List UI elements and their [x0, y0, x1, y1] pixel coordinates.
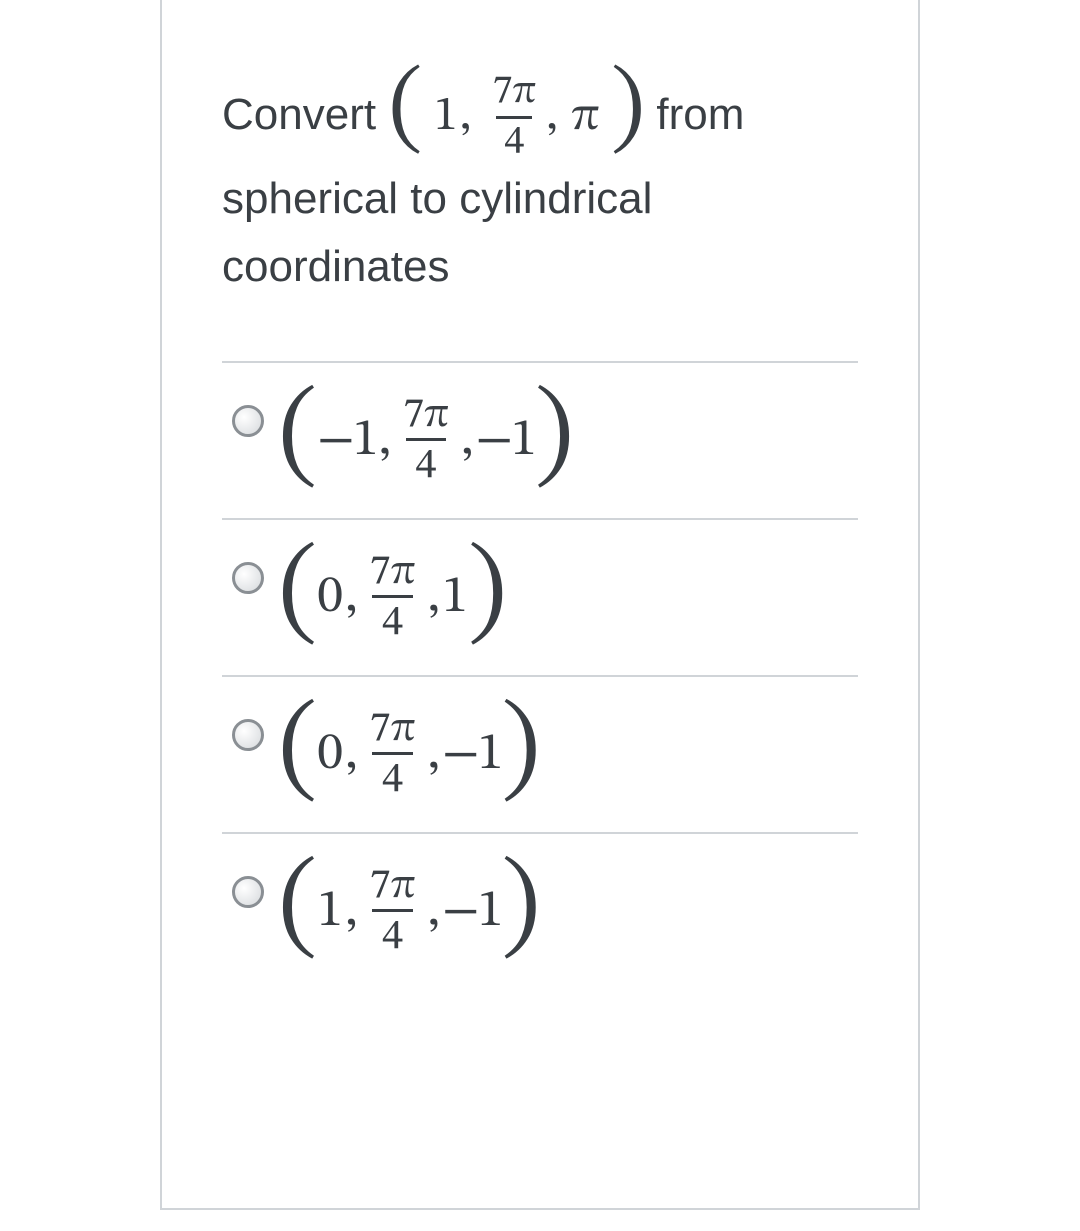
sep: ,	[345, 886, 358, 938]
option-math: ( 0 , 7π 4 , 1 )	[278, 548, 507, 647]
option-math: ( 1 , 7π 4 , −1 )	[278, 862, 541, 961]
radio-button[interactable]	[232, 719, 264, 751]
sep: ,	[345, 572, 358, 624]
given-point: ( 1, 7π 4 , π )	[388, 93, 656, 141]
sep: ,	[378, 415, 391, 467]
val-a: −1	[317, 415, 376, 467]
frac-den: 4	[372, 752, 413, 801]
close-paren: )	[535, 389, 574, 488]
page: Convert ( 1, 7π 4 , π ) from spherical t…	[0, 0, 1080, 1231]
val-c: −1	[442, 729, 501, 781]
val-a: 0	[317, 729, 343, 781]
radio-button[interactable]	[232, 876, 264, 908]
val-c: 1	[442, 572, 468, 624]
close-paren: )	[611, 62, 645, 158]
theta-fraction: 7π 4	[489, 70, 540, 165]
open-paren: (	[388, 62, 422, 158]
question-post1: from	[656, 90, 744, 139]
option-math: ( 0 , 7π 4 , −1 )	[278, 705, 541, 804]
open-paren: (	[278, 860, 317, 959]
val-c: −1	[476, 415, 535, 467]
sep: ,	[461, 415, 474, 467]
val-c: −1	[442, 886, 501, 938]
close-paren: )	[468, 546, 507, 645]
frac-den: 4	[406, 438, 447, 487]
radio-button[interactable]	[232, 562, 264, 594]
option-row[interactable]: ( 0 , 7π 4 , −1 )	[222, 677, 858, 834]
close-paren: )	[501, 860, 540, 959]
sep: ,	[460, 93, 483, 141]
open-paren: (	[278, 703, 317, 802]
frac-den: 4	[372, 595, 413, 644]
option-math: ( −1 , 7π 4 , −1 )	[278, 391, 574, 490]
sep: ,	[546, 93, 569, 141]
rho-value: 1	[434, 93, 458, 141]
question-card: Convert ( 1, 7π 4 , π ) from spherical t…	[160, 0, 920, 1210]
sep: ,	[427, 572, 440, 624]
question-line2: spherical to cylindrical	[222, 174, 652, 223]
val-a: 0	[317, 572, 343, 624]
phi-value: π	[571, 93, 599, 141]
open-paren: (	[278, 389, 317, 488]
frac-den: 4	[372, 909, 413, 958]
radio-button[interactable]	[232, 405, 264, 437]
option-row[interactable]: ( −1 , 7π 4 , −1 )	[222, 363, 858, 520]
option-row[interactable]: ( 0 , 7π 4 , 1 )	[222, 520, 858, 677]
sep: ,	[427, 886, 440, 938]
option-row[interactable]: ( 1 , 7π 4 , −1 )	[222, 834, 858, 989]
frac-num: 7π	[366, 551, 420, 595]
sep: ,	[345, 729, 358, 781]
frac-num: 7π	[489, 70, 540, 116]
question-pre: Convert	[222, 90, 388, 139]
open-paren: (	[278, 546, 317, 645]
sep: ,	[427, 729, 440, 781]
fraction: 7π 4	[399, 394, 453, 487]
val-a: 1	[317, 886, 343, 938]
fraction: 7π 4	[366, 708, 420, 801]
fraction: 7π 4	[366, 865, 420, 958]
frac-den: 4	[496, 116, 532, 165]
frac-num: 7π	[366, 708, 420, 752]
frac-num: 7π	[399, 394, 453, 438]
question-line3: coordinates	[222, 242, 449, 291]
fraction: 7π 4	[366, 551, 420, 644]
options-list: ( −1 , 7π 4 , −1 ) ( 0 ,	[222, 361, 858, 989]
question-text: Convert ( 1, 7π 4 , π ) from spherical t…	[222, 70, 858, 301]
frac-num: 7π	[366, 865, 420, 909]
close-paren: )	[501, 703, 540, 802]
